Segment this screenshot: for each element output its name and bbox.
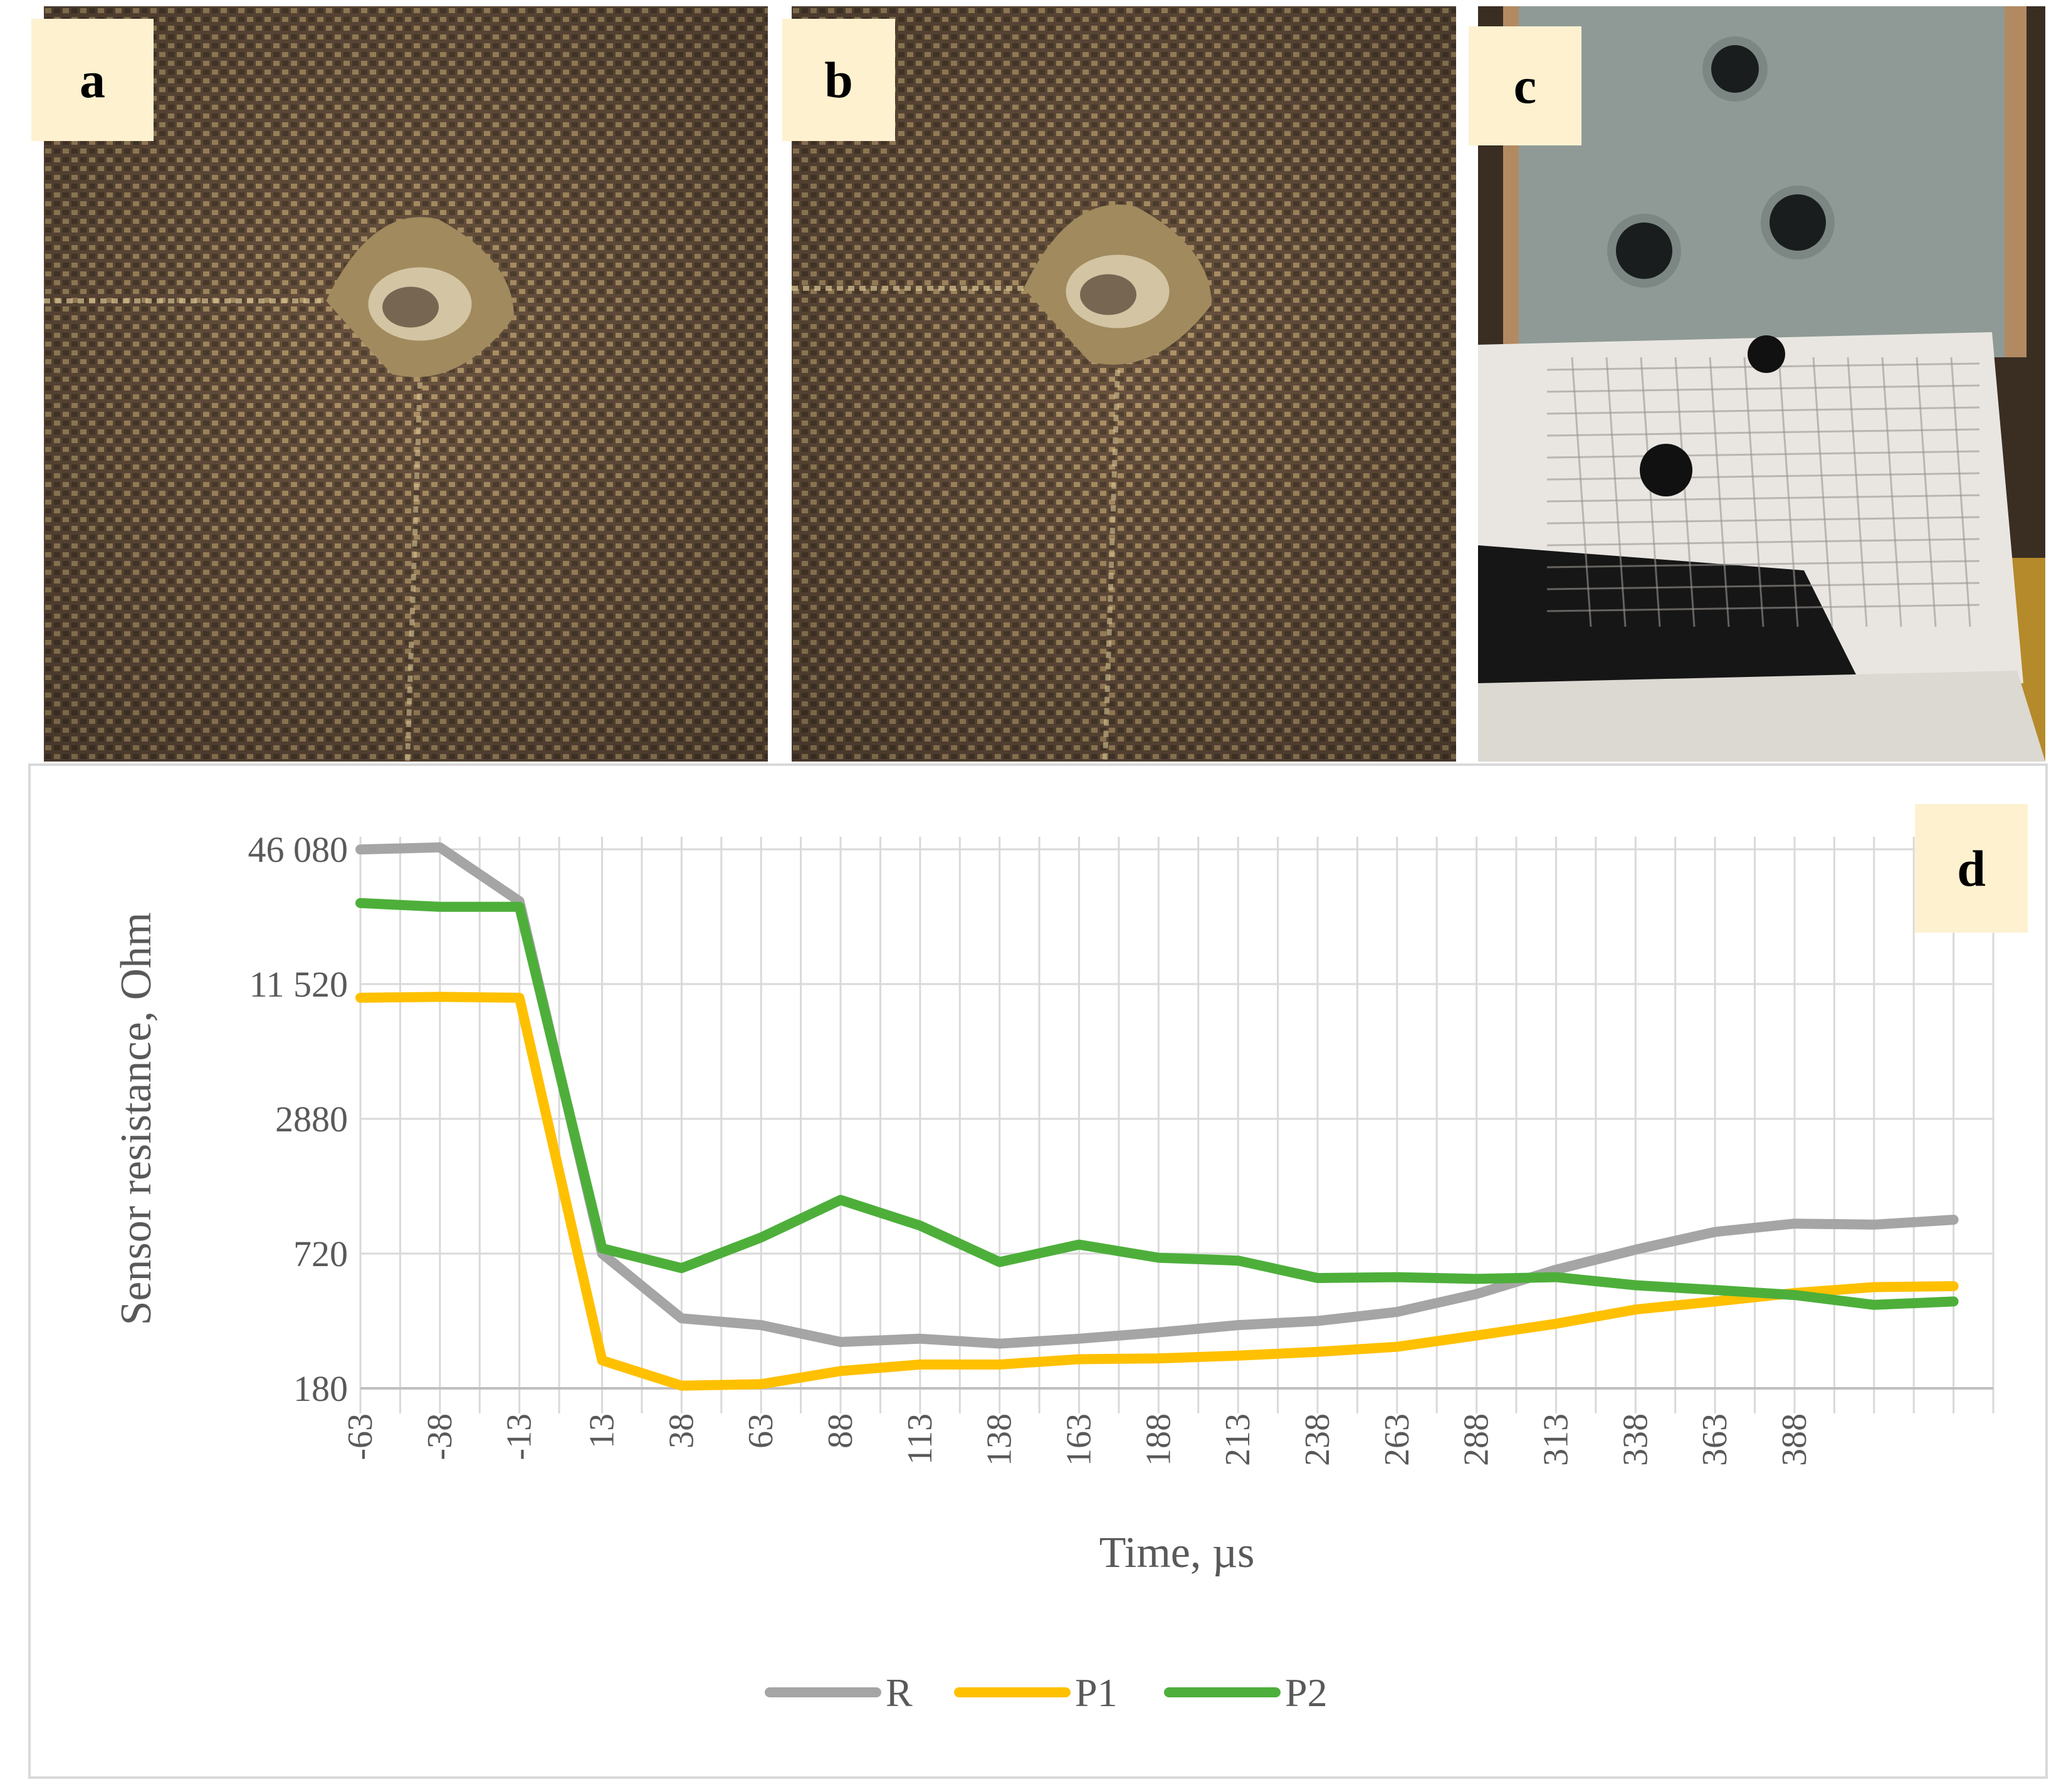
x-tick-label: 138 [980,1413,1019,1466]
x-axis-title: Time, µs [1099,1529,1255,1577]
x-tick-label: 263 [1378,1413,1417,1466]
x-tick-label: 88 [821,1413,860,1449]
x-tick-label: 163 [1060,1413,1099,1466]
fabric-image [44,6,768,762]
x-tick-label: 38 [662,1413,701,1449]
y-axis-title: Sensor resistance, Ohm [112,912,160,1325]
sensor-puncture [1748,335,1785,373]
y-tick-label: 720 [293,1234,348,1274]
series-line-r [355,842,1959,1349]
x-tick-label: 188 [1139,1413,1178,1466]
legend-label-p2: P2 [1285,1670,1328,1715]
fabric-image [792,6,1456,762]
x-tick-label: 363 [1696,1413,1734,1466]
y-tick-label: 180 [293,1368,348,1409]
legend-label-p1: P1 [1075,1670,1118,1715]
y-tick-label: 46 080 [248,829,349,870]
x-tick-label: 63 [742,1413,780,1449]
chart-frame [28,763,2048,1779]
series-line-p2 [355,898,1959,1310]
panel-label-b: b [782,19,895,141]
photo-panel-b [792,6,1456,762]
x-tick-label: -13 [500,1413,539,1460]
series-line-p1 [355,992,1959,1391]
panel-label-c: c [1469,26,1581,145]
x-tick-label: 238 [1298,1413,1337,1466]
x-tick-label: 213 [1219,1413,1257,1466]
x-tick-label: 313 [1536,1413,1575,1466]
x-tick-label: -63 [341,1413,380,1460]
x-tick-label: 13 [583,1413,622,1449]
photo-panel-a [44,6,768,762]
x-tick-label: 388 [1775,1413,1814,1466]
y-tick-label: 11 520 [249,964,348,1005]
sensor-puncture [1640,444,1692,496]
x-tick-label: 288 [1457,1413,1496,1466]
panel-label-a: a [31,19,154,141]
x-tick-label: 113 [901,1413,940,1465]
x-tick-label: 338 [1616,1413,1655,1466]
legend-label-r: R [886,1670,913,1715]
x-tick-label: -38 [421,1413,459,1460]
y-tick-label: 2880 [275,1099,348,1140]
panel-label-d: d [1915,804,2028,933]
